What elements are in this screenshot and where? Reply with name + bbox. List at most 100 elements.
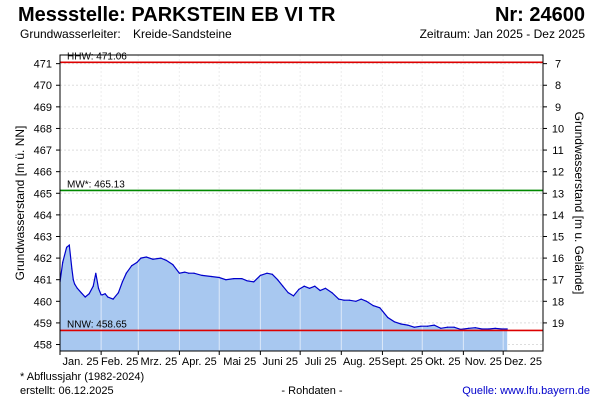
data-point <box>314 285 316 287</box>
data-point <box>225 279 227 281</box>
data-point <box>407 324 409 326</box>
left-tick-label: 467 <box>34 145 52 157</box>
reference-line-label: MW*: 465.13 <box>67 179 125 190</box>
data-point <box>95 272 97 274</box>
left-tick-label: 465 <box>34 188 52 200</box>
data-point <box>468 327 470 329</box>
right-tick-label: 12 <box>552 167 564 179</box>
data-point <box>131 265 133 267</box>
data-point <box>121 281 123 283</box>
x-tick-label: Feb. 25 <box>101 356 138 368</box>
data-point <box>413 326 415 328</box>
data-point <box>420 325 422 327</box>
left-tick-label: 461 <box>34 275 52 287</box>
right-tick-label: 10 <box>552 123 564 135</box>
data-point <box>259 274 261 276</box>
data-point <box>266 272 268 274</box>
data-point <box>233 278 235 280</box>
right-tick-label: 9 <box>555 102 561 114</box>
data-point <box>76 287 78 289</box>
data-point <box>355 300 357 302</box>
right-tick-label: 15 <box>552 231 564 243</box>
data-point <box>66 246 68 248</box>
left-tick-label: 468 <box>34 123 52 135</box>
data-point <box>287 292 289 294</box>
data-point <box>303 285 305 287</box>
period-label: Zeitraum: Jan 2025 - Dez 2025 <box>420 27 586 41</box>
data-point <box>474 327 476 329</box>
data-point <box>145 256 147 258</box>
data-area-fill <box>60 245 508 351</box>
data-point <box>506 328 508 330</box>
data-point <box>393 321 395 323</box>
data-point <box>193 272 195 274</box>
data-point <box>400 323 402 325</box>
data-point <box>210 275 212 278</box>
data-point <box>80 292 82 294</box>
data-point <box>104 293 106 295</box>
data-point <box>218 276 220 279</box>
left-tick-label: 459 <box>34 318 52 330</box>
data-point <box>72 279 74 281</box>
data-point <box>84 296 86 298</box>
right-tick-label: 18 <box>552 296 564 308</box>
data-point <box>331 292 333 294</box>
left-tick-label: 464 <box>34 210 52 222</box>
right-axis: 7 8 9 10 11 12 13 14 15 16 17 18 19 <box>543 59 564 330</box>
right-tick-label: 16 <box>552 253 564 265</box>
plot-frame <box>59 54 544 352</box>
left-tick-label: 462 <box>34 253 52 265</box>
data-point <box>101 294 104 296</box>
data-point <box>246 280 248 282</box>
x-tick-label: Mai 25 <box>223 356 256 368</box>
data-point <box>140 257 142 259</box>
right-tick-label: 11 <box>552 145 563 157</box>
x-tick-label: Jan. 25 <box>63 356 99 368</box>
data-point <box>117 292 119 294</box>
data-point <box>298 288 300 290</box>
data-point <box>62 261 64 263</box>
data-point <box>92 285 94 287</box>
data-point <box>365 300 368 302</box>
data-area <box>59 55 508 351</box>
right-tick-label: 13 <box>552 188 564 200</box>
x-tick-label: Sept. 25 <box>382 356 423 368</box>
data-point <box>446 326 449 328</box>
data-point <box>501 328 503 330</box>
right-tick-label: 17 <box>552 275 564 287</box>
data-point <box>292 295 295 297</box>
station-title: Messstelle: PARKSTEIN EB VI TR <box>18 4 336 26</box>
data-point <box>201 274 203 276</box>
source-link[interactable]: Quelle: www.lfu.bayern.de <box>462 385 590 397</box>
x-tick-label: Mrz. 25 <box>141 356 178 368</box>
data-point <box>324 287 326 289</box>
data-point <box>494 327 496 329</box>
data-point <box>136 261 138 263</box>
data-point <box>282 285 284 287</box>
data-point <box>481 328 483 330</box>
data-point <box>271 273 273 275</box>
data-point <box>178 272 180 274</box>
data-point <box>188 272 190 274</box>
data-point <box>360 298 362 300</box>
data-point <box>241 278 243 280</box>
data-point <box>453 326 455 328</box>
right-tick-label: 7 <box>555 59 561 71</box>
x-tick-label: Apr. 25 <box>182 356 217 368</box>
right-tick-label: 19 <box>552 318 564 330</box>
data-point <box>253 281 255 283</box>
data-point <box>165 259 167 261</box>
data-point <box>172 264 174 266</box>
aquifer-value: Kreide-Sandsteine <box>133 27 232 41</box>
data-point <box>488 328 490 330</box>
y-axis-left-label: Grundwasserstand [m ü. NN] <box>13 126 27 281</box>
x-axis: Jan. 25 Feb. 25 Mrz. 25 Apr. 25 Mai 25 Juni 2… <box>59 351 542 368</box>
y-axis-right-label: Grundwasserstand [m u. Gelände] <box>572 112 586 295</box>
x-tick-label: Okt. 25 <box>425 356 460 368</box>
raw-data-note: - Rohdaten - <box>281 385 342 397</box>
left-tick-label: 463 <box>34 231 52 243</box>
data-point <box>338 298 340 300</box>
data-point <box>71 268 73 270</box>
footnote: * Abflussjahr (1982-2024) <box>20 371 144 383</box>
